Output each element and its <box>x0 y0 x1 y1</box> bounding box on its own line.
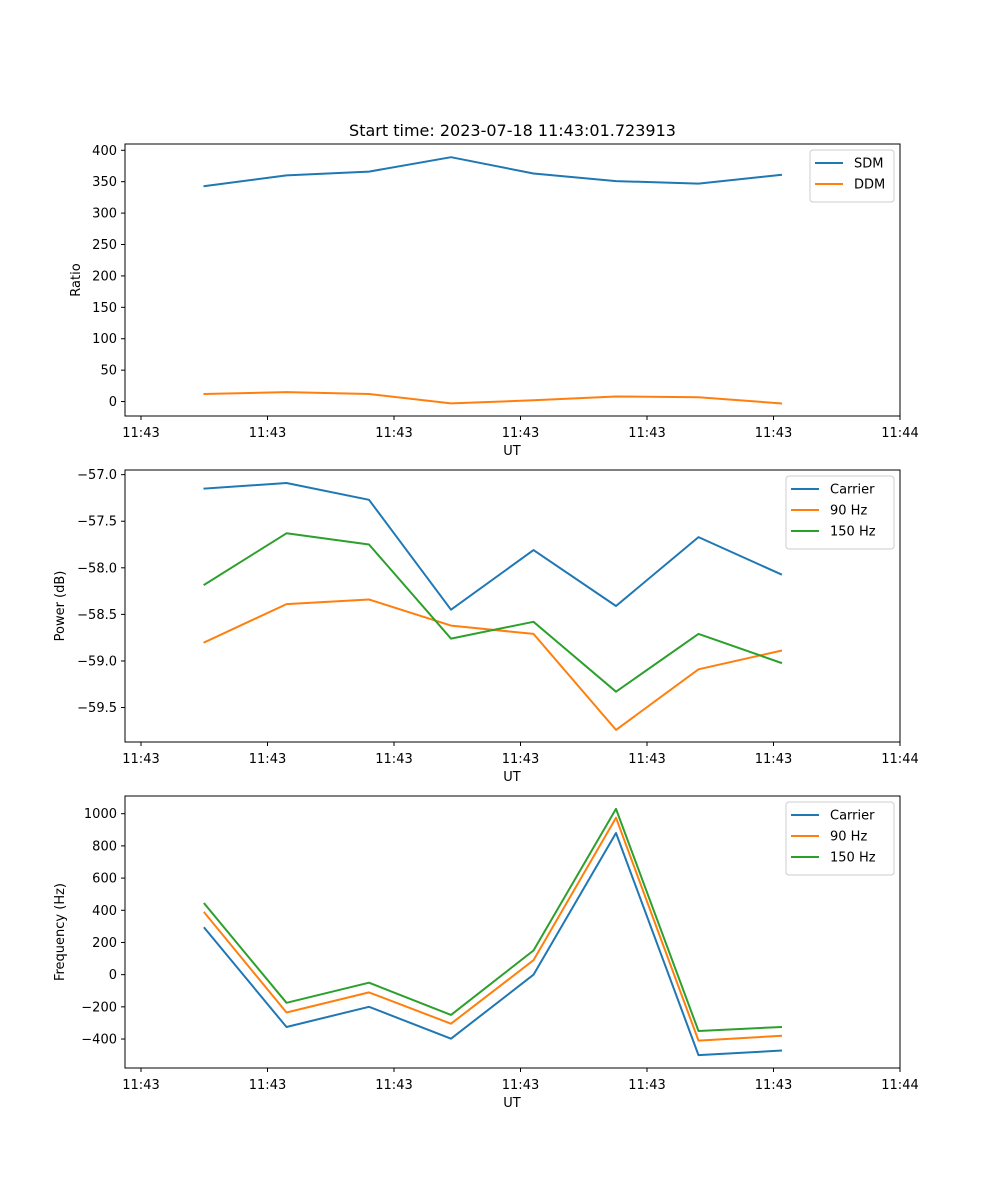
y-tick-label: 400 <box>92 904 117 919</box>
y-tick-label: −57.5 <box>77 515 117 530</box>
y-tick-label: −200 <box>81 1000 117 1015</box>
y-tick-label: 400 <box>92 144 117 159</box>
x-tick-label: 11:43 <box>249 1078 286 1093</box>
x-tick-label: 11:43 <box>375 1078 412 1093</box>
y-tick-label: −58.0 <box>77 561 117 576</box>
y-tick-label: 800 <box>92 839 117 854</box>
axes-frame <box>124 795 901 1069</box>
x-tick-label: 11:43 <box>628 426 665 441</box>
x-axis-label: UT <box>503 770 521 785</box>
y-tick-label: 1000 <box>84 807 117 822</box>
x-tick-label: 11:44 <box>881 426 918 441</box>
x-tick-label: 11:43 <box>375 426 412 441</box>
chart-panel-1: Start time: 2023-07-18 11:43:01.723913 11… <box>69 121 919 459</box>
chart-panel-3: 11:43 11:43 11:43 11:43 11:43 11:43 11:44 UT −40… <box>53 795 919 1111</box>
axes-frame <box>124 143 901 417</box>
y-tick-label: −58.5 <box>77 608 117 623</box>
chart-panel-2: 11:43 11:43 11:43 11:43 11:43 11:43 11:44 UT −57… <box>53 468 919 785</box>
legend-label: DDM <box>854 178 885 193</box>
y-tick-label: 200 <box>92 936 117 951</box>
y-tick-label: 350 <box>92 175 117 190</box>
y-tick-label: −59.5 <box>77 701 117 716</box>
x-tick-label: 11:43 <box>755 426 792 441</box>
y-tick-label: −59.0 <box>77 654 117 669</box>
x-tick-label: 11:44 <box>881 1078 918 1093</box>
legend-label: 150 Hz <box>830 851 876 866</box>
series-line-carrier <box>203 832 783 1057</box>
x-axis-label: UT <box>503 1096 521 1111</box>
y-tick-label: 250 <box>92 238 117 253</box>
y-axis-label: Ratio <box>69 263 84 296</box>
legend-label: Carrier <box>830 483 875 498</box>
y-tick-label: 300 <box>92 207 117 222</box>
series-line-150-hz <box>203 807 783 1032</box>
y-tick-label: 600 <box>92 872 117 887</box>
series-line-sdm <box>203 156 783 188</box>
x-tick-label: 11:43 <box>122 1078 159 1093</box>
x-tick-label: 11:43 <box>502 1078 539 1093</box>
x-tick-label: 11:43 <box>502 752 539 767</box>
series-line-carrier <box>203 482 783 611</box>
y-tick-label: 200 <box>92 269 117 284</box>
x-axis-label: UT <box>503 444 521 459</box>
y-tick-label: 150 <box>92 301 117 316</box>
x-tick-label: 11:43 <box>122 752 159 767</box>
axes-frame <box>124 469 901 743</box>
x-tick-label: 11:43 <box>375 752 412 767</box>
series-line-90-hz <box>203 598 783 731</box>
legend-label: 90 Hz <box>830 830 867 845</box>
y-axis-label: Power (dB) <box>53 571 68 642</box>
y-tick-label: 0 <box>109 395 117 410</box>
legend-label: SDM <box>854 157 883 172</box>
x-tick-label: 11:43 <box>755 1078 792 1093</box>
x-tick-label: 11:43 <box>628 1078 665 1093</box>
legend-label: 150 Hz <box>830 525 876 540</box>
x-tick-label: 11:43 <box>249 426 286 441</box>
chart-title: Start time: 2023-07-18 11:43:01.723913 <box>349 121 676 140</box>
x-tick-label: 11:43 <box>628 752 665 767</box>
y-tick-label: 50 <box>100 364 117 379</box>
series-line-ddm <box>203 391 783 405</box>
y-tick-label: −400 <box>81 1033 117 1048</box>
x-tick-label: 11:43 <box>755 752 792 767</box>
x-tick-label: 11:43 <box>249 752 286 767</box>
x-tick-label: 11:43 <box>122 426 159 441</box>
x-tick-label: 11:43 <box>502 426 539 441</box>
legend-label: 90 Hz <box>830 504 867 519</box>
y-axis-label: Frequency (Hz) <box>53 883 68 981</box>
y-tick-label: −57.0 <box>77 468 117 483</box>
series-line-150-hz <box>203 532 783 693</box>
y-tick-label: 100 <box>92 332 117 347</box>
series-line-90-hz <box>203 816 783 1042</box>
legend-label: Carrier <box>830 809 875 824</box>
x-tick-label: 11:44 <box>881 752 918 767</box>
y-tick-label: 0 <box>109 968 117 983</box>
